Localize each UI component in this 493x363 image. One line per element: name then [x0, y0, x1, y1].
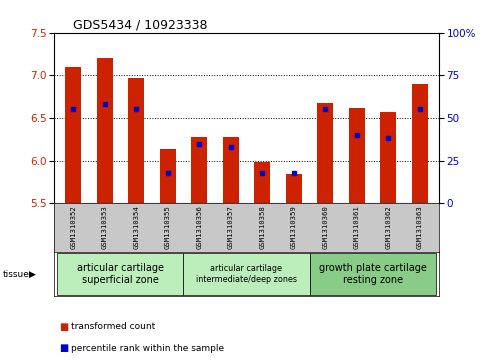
Text: GSM1310361: GSM1310361 [354, 205, 360, 249]
Bar [310, 253, 436, 295]
Bar [349, 108, 365, 203]
Text: growth plate cartilage
resting zone: growth plate cartilage resting zone [318, 263, 426, 285]
Bar [254, 162, 270, 203]
Bar [65, 67, 81, 203]
Text: GDS5434 / 10923338: GDS5434 / 10923338 [73, 19, 208, 32]
Bar [381, 112, 396, 203]
Bar [223, 137, 239, 203]
Bar [183, 253, 310, 295]
Text: GSM1310360: GSM1310360 [322, 205, 328, 249]
Text: ■: ■ [59, 322, 69, 332]
Bar [317, 103, 333, 203]
Text: GSM1310354: GSM1310354 [133, 205, 139, 249]
Text: GSM1310355: GSM1310355 [165, 205, 171, 249]
Text: articular cartilage
superficial zone: articular cartilage superficial zone [77, 263, 164, 285]
Bar [286, 174, 302, 203]
Bar [128, 78, 144, 203]
Bar [412, 84, 428, 203]
Text: GSM1310353: GSM1310353 [102, 205, 107, 249]
Text: GSM1310362: GSM1310362 [386, 205, 391, 249]
Text: articular cartilage
intermediate/deep zones: articular cartilage intermediate/deep zo… [196, 264, 297, 284]
Text: tissue: tissue [2, 270, 30, 278]
Text: transformed count: transformed count [71, 322, 156, 331]
Text: GSM1310359: GSM1310359 [291, 205, 297, 249]
Text: ■: ■ [59, 343, 69, 354]
Text: percentile rank within the sample: percentile rank within the sample [71, 344, 225, 353]
Bar [57, 253, 183, 295]
Bar [97, 58, 112, 203]
Text: GSM1310352: GSM1310352 [70, 205, 76, 249]
Bar [160, 149, 176, 203]
Bar [191, 137, 207, 203]
Text: GSM1310363: GSM1310363 [417, 205, 423, 249]
Text: ▶: ▶ [29, 270, 35, 278]
Text: GSM1310356: GSM1310356 [196, 205, 202, 249]
Text: GSM1310358: GSM1310358 [259, 205, 265, 249]
Text: GSM1310357: GSM1310357 [228, 205, 234, 249]
